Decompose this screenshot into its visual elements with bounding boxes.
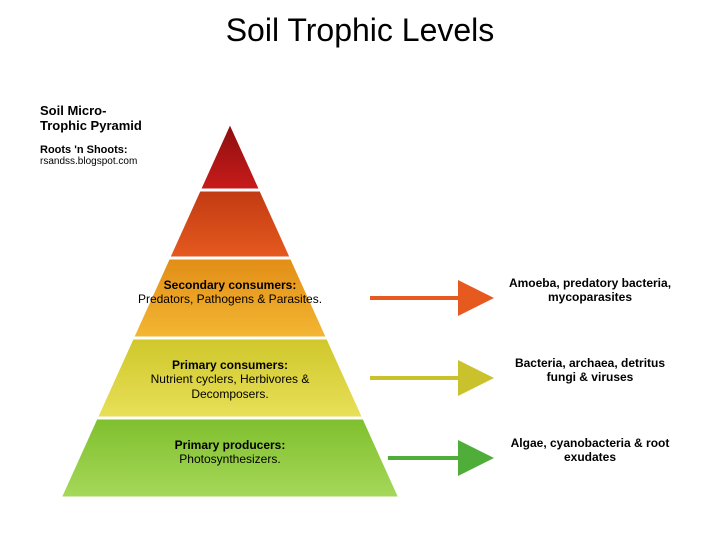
example-label-level-2: Bacteria, archaea, detritus fungi & viru… <box>500 356 680 385</box>
level-label-title: Primary consumers: <box>120 358 340 372</box>
level-label-level-3: Secondary consumers:Predators, Pathogens… <box>120 278 340 307</box>
level-label-title: Secondary consumers: <box>120 278 340 292</box>
level-label-title: Primary producers: <box>120 438 340 452</box>
level-label-text: Predators, Pathogens & Parasites. <box>120 292 340 307</box>
level-label-text: Photosynthesizers. <box>120 452 340 467</box>
pyramid-level-4 <box>169 190 292 258</box>
level-label-level-2: Primary consumers:Nutrient cyclers, Herb… <box>120 358 340 402</box>
level-label-text: Nutrient cyclers, Herbivores & Decompose… <box>120 372 340 402</box>
level-label-level-1: Primary producers:Photosynthesizers. <box>120 438 340 467</box>
example-label-level-1: Algae, cyanobacteria & root exudates <box>500 436 680 465</box>
page-title: Soil Trophic Levels <box>0 12 720 49</box>
pyramid-level-5 <box>199 122 260 190</box>
trophic-diagram: Soil Micro- Trophic Pyramid Roots 'n Sho… <box>40 90 680 520</box>
example-label-level-3: Amoeba, predatory bacteria, mycoparasite… <box>500 276 680 305</box>
